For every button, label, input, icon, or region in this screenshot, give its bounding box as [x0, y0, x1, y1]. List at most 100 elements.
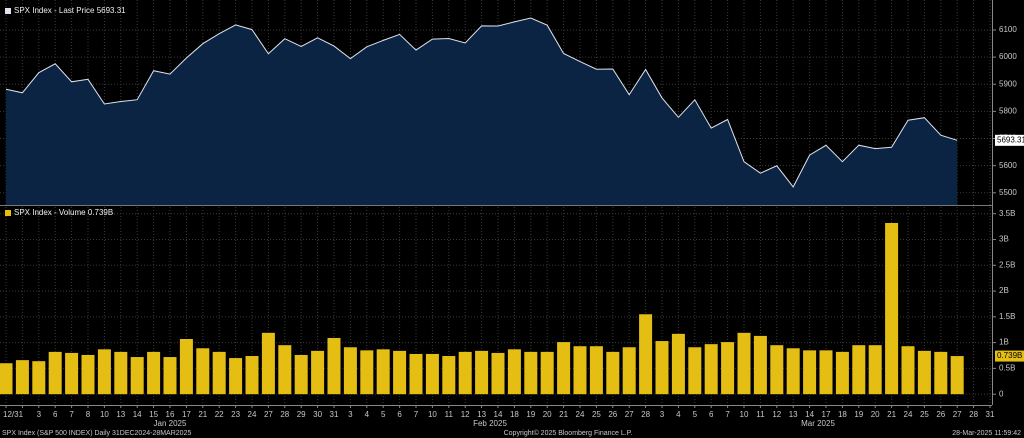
y-tick-label: 6100: [999, 25, 1017, 34]
y-tick-label: 1B: [999, 338, 1009, 347]
bar: [114, 351, 128, 395]
bar: [327, 337, 341, 395]
bar: [360, 350, 374, 395]
x-tick-label: 27: [264, 410, 273, 419]
month-label: Feb 2025: [473, 419, 507, 428]
y-tick-label: 2.5B: [999, 260, 1015, 269]
x-tick-label: 7: [69, 410, 74, 419]
bar: [639, 314, 653, 395]
bar: [393, 350, 407, 395]
bar: [852, 345, 866, 395]
bar: [655, 341, 669, 395]
last-value-label: 5693.31: [997, 135, 1024, 144]
bar: [688, 347, 702, 395]
x-tick-label: 15: [149, 410, 158, 419]
legend-swatch: [5, 210, 11, 216]
bar: [65, 352, 79, 395]
bar: [179, 339, 193, 395]
x-tick-label: 31: [986, 410, 995, 419]
x-tick-label: 19: [854, 410, 863, 419]
legend-label: SPX Index - Last Price 5693.31: [14, 6, 126, 15]
x-tick-label: 22: [215, 410, 224, 419]
x-tick-label: 28: [641, 410, 650, 419]
y-tick-label: 0.5B: [999, 364, 1015, 373]
y-tick-label: 0: [999, 389, 1004, 398]
x-tick-label: 8: [86, 410, 91, 419]
bar: [786, 348, 800, 395]
bar: [803, 350, 817, 395]
x-tick-label: 24: [576, 410, 585, 419]
x-tick-label: 6: [709, 410, 714, 419]
x-tick-label: 23: [231, 410, 240, 419]
x-tick-label: 21: [887, 410, 896, 419]
x-tick-label: 20: [543, 410, 552, 419]
bar: [32, 361, 46, 395]
bar: [671, 333, 685, 395]
bar: [0, 363, 13, 395]
bar: [48, 351, 62, 395]
bar: [409, 353, 423, 395]
bar: [343, 347, 357, 395]
price-line: [5, 17, 958, 188]
x-tick-label: 26: [936, 410, 945, 419]
bar: [163, 357, 177, 395]
bar: [376, 349, 390, 395]
bar: [261, 332, 275, 395]
footer-center: Copyright© 2025 Bloomberg Finance L.P.: [504, 429, 633, 437]
bar: [721, 342, 735, 395]
x-tick-label: 19: [526, 410, 535, 419]
month-label: Jan 2025: [154, 419, 187, 428]
bar: [196, 348, 210, 395]
bar: [245, 356, 259, 395]
y-tick-label: 2B: [999, 286, 1009, 295]
y-tick-label: 5800: [999, 106, 1017, 115]
x-tick-label: 21: [559, 410, 568, 419]
bar: [475, 350, 489, 395]
bar: [934, 351, 948, 395]
bar: [917, 350, 931, 395]
month-label: Mar 2025: [801, 419, 835, 428]
y-tick-label: 5900: [999, 79, 1017, 88]
bar: [737, 332, 751, 395]
y-tick-label: 1.5B: [999, 312, 1015, 321]
x-tick-label: 5: [381, 410, 386, 419]
footer-left: SPX Index (S&P 500 INDEX) Daily 31DEC202…: [2, 430, 191, 437]
bar: [704, 344, 718, 395]
x-tick-label: 21: [198, 410, 207, 419]
area-fill: [6, 18, 958, 205]
x-tick-label: 14: [805, 410, 814, 419]
bar: [622, 347, 636, 395]
bar: [81, 354, 95, 395]
bar: [868, 345, 882, 395]
bar: [294, 354, 308, 395]
x-tick-label: 18: [510, 410, 519, 419]
bar: [442, 356, 456, 395]
x-tick-label: 5: [693, 410, 698, 419]
y-tick-label: 3.5B: [999, 209, 1015, 218]
bar: [147, 351, 161, 395]
x-tick-label: 13: [477, 410, 486, 419]
x-tick-label: 12: [461, 410, 470, 419]
bar: [97, 349, 111, 395]
bar: [540, 351, 554, 395]
x-tick-label: 28: [969, 410, 978, 419]
bar: [491, 352, 505, 395]
x-tick-label: 17: [182, 410, 191, 419]
bar: [819, 350, 833, 395]
x-tick-label: 10: [100, 410, 109, 419]
bar: [835, 351, 849, 395]
legend-swatch: [5, 8, 11, 14]
x-tick-label: 3: [37, 410, 42, 419]
x-tick-label: 3: [660, 410, 665, 419]
bar: [130, 357, 144, 395]
bar: [901, 346, 915, 395]
x-tick-label: 20: [871, 410, 880, 419]
x-tick-label: 13: [789, 410, 798, 419]
bar: [311, 350, 325, 395]
bar: [557, 342, 571, 395]
bar: [212, 351, 226, 395]
x-tick-label: 16: [166, 410, 175, 419]
bar: [278, 345, 292, 395]
bar: [589, 346, 603, 395]
